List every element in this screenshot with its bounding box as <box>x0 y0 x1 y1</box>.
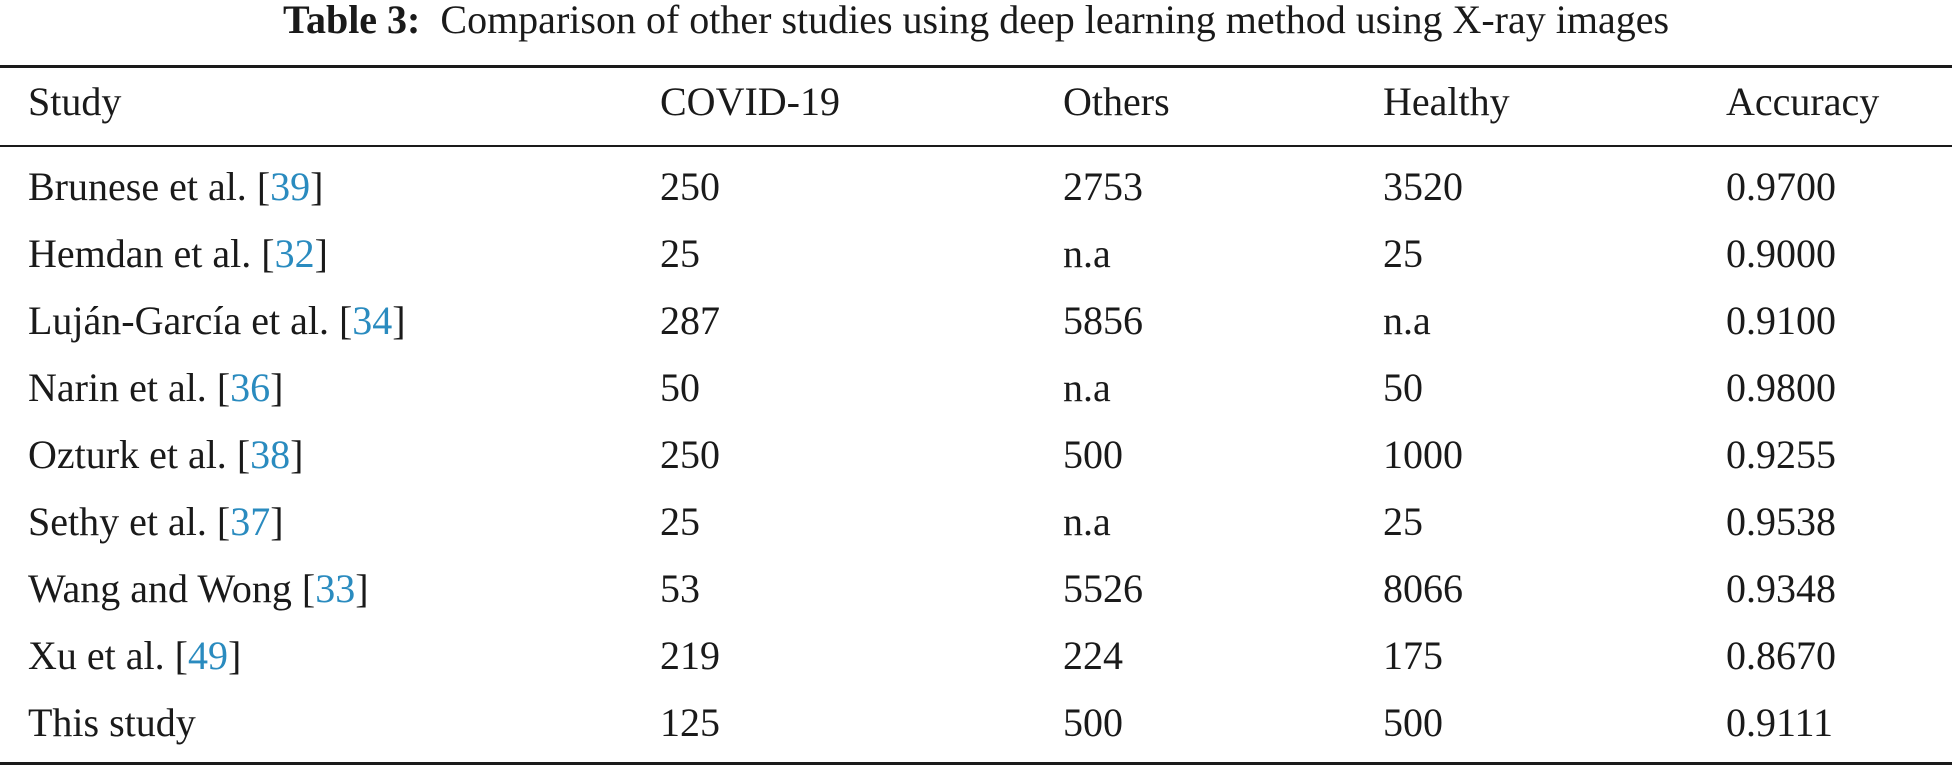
citation-link[interactable]: 33 <box>315 566 356 611</box>
healthy-cell: 8066 <box>1383 566 1463 611</box>
column-header-healthy: Healthy <box>1383 79 1510 124</box>
study-name: Luján-García et al. <box>28 298 329 343</box>
table-row: Ozturk et al. [38] 250 500 1000 0.9255 <box>0 421 1952 488</box>
healthy-cell: n.a <box>1383 298 1431 343</box>
study-name: Ozturk et al. <box>28 432 227 477</box>
others-cell: 2753 <box>1063 164 1143 209</box>
study-name: Brunese et al. <box>28 164 247 209</box>
citation-link[interactable]: 32 <box>274 231 315 276</box>
others-cell: n.a <box>1063 231 1111 276</box>
covid-cell: 125 <box>660 700 720 745</box>
table-row: Luján-García et al. [34] 287 5856 n.a 0.… <box>0 287 1952 354</box>
study-cell: Brunese et al. [39] <box>28 164 324 209</box>
study-cell: Ozturk et al. [38] <box>28 432 304 477</box>
others-cell: 500 <box>1063 700 1123 745</box>
table-caption-text: Comparison of other studies using deep l… <box>440 0 1670 42</box>
table-top-rule <box>0 65 1952 68</box>
study-name: This study <box>28 700 196 745</box>
accuracy-cell: 0.9800 <box>1726 365 1836 410</box>
study-cell: This study <box>28 689 196 756</box>
study-cell: Sethy et al. [37] <box>28 499 284 544</box>
study-cell: Wang and Wong [33] <box>28 566 369 611</box>
column-header-others: Others <box>1063 79 1170 124</box>
table-header-rule <box>0 145 1952 147</box>
others-cell: n.a <box>1063 365 1111 410</box>
study-cell: Luján-García et al. [34] <box>28 298 406 343</box>
study-cell: Hemdan et al. [32] <box>28 231 328 276</box>
table-row: Sethy et al. [37] 25 n.a 25 0.9538 <box>0 488 1952 555</box>
covid-cell: 287 <box>660 298 720 343</box>
table-caption: Table 3: Comparison of other studies usi… <box>0 0 1952 40</box>
covid-cell: 219 <box>660 633 720 678</box>
table-row: Xu et al. [49] 219 224 175 0.8670 <box>0 622 1952 689</box>
column-header-covid: COVID-19 <box>660 79 840 124</box>
healthy-cell: 3520 <box>1383 164 1463 209</box>
table-header-row: Study COVID-19 Others Healthy Accuracy <box>0 68 1952 135</box>
citation-link[interactable]: 39 <box>270 164 311 209</box>
table-row: Wang and Wong [33] 53 5526 8066 0.9348 <box>0 555 1952 622</box>
study-name: Narin et al. <box>28 365 207 410</box>
study-name: Hemdan et al. <box>28 231 252 276</box>
column-header-accuracy: Accuracy <box>1726 79 1880 124</box>
study-cell: Xu et al. [49] <box>28 633 242 678</box>
citation-link[interactable]: 38 <box>250 432 291 477</box>
citation-link[interactable]: 49 <box>187 633 228 678</box>
table-row: Hemdan et al. [32] 25 n.a 25 0.9000 <box>0 220 1952 287</box>
table-row: Narin et al. [36] 50 n.a 50 0.9800 <box>0 354 1952 421</box>
covid-cell: 50 <box>660 365 700 410</box>
covid-cell: 25 <box>660 231 700 276</box>
others-cell: n.a <box>1063 499 1111 544</box>
citation-link[interactable]: 37 <box>230 499 271 544</box>
healthy-cell: 25 <box>1383 231 1423 276</box>
healthy-cell: 175 <box>1383 633 1443 678</box>
column-header-study: Study <box>28 79 122 124</box>
study-name: Xu et al. <box>28 633 165 678</box>
healthy-cell: 1000 <box>1383 432 1463 477</box>
accuracy-cell: 0.9348 <box>1726 566 1836 611</box>
table-caption-label: Table 3: <box>282 0 421 42</box>
table-row: Brunese et al. [39] 250 2753 3520 0.9700 <box>0 153 1952 220</box>
others-cell: 5526 <box>1063 566 1143 611</box>
accuracy-cell: 0.9000 <box>1726 231 1836 276</box>
accuracy-cell: 0.9255 <box>1726 432 1836 477</box>
study-name: Wang and Wong <box>28 566 292 611</box>
others-cell: 5856 <box>1063 298 1143 343</box>
covid-cell: 53 <box>660 566 700 611</box>
accuracy-cell: 0.9100 <box>1726 298 1836 343</box>
covid-cell: 250 <box>660 432 720 477</box>
citation-link[interactable]: 34 <box>352 298 393 343</box>
study-name: Sethy et al. <box>28 499 207 544</box>
accuracy-cell: 0.8670 <box>1726 633 1836 678</box>
table-row: This study 125 500 500 0.9111 <box>0 689 1952 756</box>
healthy-cell: 50 <box>1383 365 1423 410</box>
study-cell: Narin et al. [36] <box>28 365 284 410</box>
covid-cell: 250 <box>660 164 720 209</box>
others-cell: 224 <box>1063 633 1123 678</box>
healthy-cell: 500 <box>1383 700 1443 745</box>
table-bottom-rule <box>0 762 1952 765</box>
covid-cell: 25 <box>660 499 700 544</box>
others-cell: 500 <box>1063 432 1123 477</box>
accuracy-cell: 0.9700 <box>1726 164 1836 209</box>
healthy-cell: 25 <box>1383 499 1423 544</box>
accuracy-cell: 0.9111 <box>1726 700 1834 745</box>
accuracy-cell: 0.9538 <box>1726 499 1836 544</box>
citation-link[interactable]: 36 <box>230 365 271 410</box>
